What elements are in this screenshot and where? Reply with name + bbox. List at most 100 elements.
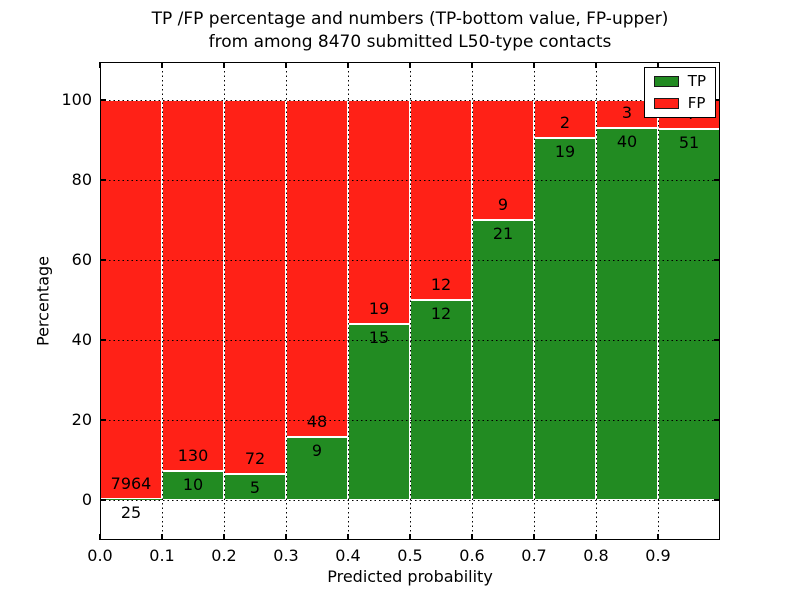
bar-fp-count-label: 2 — [559, 113, 571, 133]
gridline-vertical — [657, 62, 659, 540]
y-tick-mark — [100, 499, 106, 501]
gridline-vertical — [533, 62, 535, 540]
bar-fp-count-label: 7964 — [110, 473, 152, 493]
x-tick-mark — [99, 62, 101, 68]
bar-segment-tp — [596, 127, 658, 500]
y-tick-mark — [714, 259, 720, 261]
bar-segment-tp — [534, 138, 596, 500]
x-tick-mark — [657, 534, 659, 540]
x-tick-label: 0.9 — [645, 546, 671, 565]
bar-tp-count-label: 5 — [249, 478, 261, 498]
x-tick-mark — [285, 534, 287, 540]
x-tick-mark — [409, 62, 411, 68]
legend-swatch-tp-icon — [653, 76, 679, 87]
bar-tp-count-label: 19 — [554, 142, 576, 162]
x-tick-label: 0.5 — [397, 546, 423, 565]
x-tick-label: 0.7 — [521, 546, 547, 565]
x-tick-mark — [657, 62, 659, 68]
gridline-vertical — [285, 62, 287, 540]
bar-segment-fp — [534, 100, 596, 139]
bar-segment-tp — [472, 220, 534, 500]
bar-fp-count-label: 72 — [244, 449, 266, 469]
y-tick-mark — [714, 179, 720, 181]
x-tick-label: 0.4 — [335, 546, 361, 565]
x-tick-mark — [595, 534, 597, 540]
gridline-vertical — [471, 62, 473, 540]
x-tick-mark — [161, 534, 163, 540]
x-tick-mark — [595, 62, 597, 68]
y-tick-label: 40 — [71, 330, 92, 349]
x-tick-mark — [347, 534, 349, 540]
x-tick-label: 0.0 — [87, 546, 113, 565]
gridline-vertical — [409, 62, 411, 540]
x-tick-mark — [471, 62, 473, 68]
bar-fp-count-label: 19 — [368, 298, 390, 318]
y-tick-mark — [714, 419, 720, 421]
bar-fp-count-label: 48 — [306, 411, 328, 431]
chart-title-line2: from among 8470 submitted L50-type conta… — [208, 32, 612, 52]
x-tick-mark — [347, 62, 349, 68]
gridline-horizontal — [100, 339, 720, 341]
x-tick-label: 0.3 — [273, 546, 299, 565]
y-tick-label: 0 — [81, 490, 92, 509]
bar-segment-tp — [100, 498, 162, 500]
legend: TP FP — [643, 67, 716, 118]
bar-tp-count-label: 40 — [616, 131, 638, 151]
legend-label-fp: FP — [687, 94, 706, 112]
legend-entry-fp: FP — [653, 94, 706, 112]
x-tick-mark — [409, 534, 411, 540]
bar-fp-count-label: 3 — [621, 102, 633, 122]
bar-fp-count-label: 12 — [430, 275, 452, 294]
y-tick-mark — [714, 499, 720, 501]
bar-segment-tp — [410, 300, 472, 500]
x-tick-mark — [285, 62, 287, 68]
x-tick-mark — [471, 534, 473, 540]
legend-label-tp: TP — [687, 72, 706, 90]
x-tick-mark — [533, 62, 535, 68]
bar-fp-count-label: 9 — [497, 195, 509, 214]
y-tick-mark — [714, 339, 720, 341]
bar-tp-count-label: 51 — [678, 133, 700, 153]
x-tick-label: 0.1 — [149, 546, 175, 565]
bar-fp-count-label: 130 — [177, 446, 209, 466]
x-tick-mark — [161, 62, 163, 68]
chart-title-line1: TP /FP percentage and numbers (TP-bottom… — [151, 9, 669, 29]
bar-segment-fp — [224, 100, 286, 475]
bar-tp-count-label: 25 — [120, 502, 142, 522]
bar-segment-fp — [162, 100, 224, 472]
gridline-horizontal — [100, 179, 720, 181]
x-tick-mark — [223, 62, 225, 68]
y-tick-mark — [100, 259, 106, 261]
x-tick-label: 0.8 — [583, 546, 609, 565]
y-tick-mark — [714, 99, 720, 101]
gridline-horizontal — [100, 419, 720, 421]
y-tick-label: 100 — [61, 90, 92, 109]
x-tick-mark — [533, 534, 535, 540]
bar-segment-tp — [658, 129, 720, 500]
y-tick-mark — [100, 419, 106, 421]
bar-segment-tp — [348, 323, 410, 500]
bar-segment-fp — [100, 100, 162, 499]
y-tick-mark — [100, 99, 106, 101]
bar-segment-fp — [410, 100, 472, 300]
gridline-vertical — [161, 62, 163, 540]
bar-tp-count-label: 10 — [182, 475, 204, 495]
x-tick-mark — [99, 534, 101, 540]
plot-area: TP FP 7964 25 130 10 72 5 48 9 19 15 12 12 9 21 2 19 3 40… — [61, 62, 720, 565]
y-tick-label: 80 — [71, 170, 92, 189]
bar-segment-fp — [348, 100, 410, 324]
chart-title: TP /FP percentage and numbers (TP-bottom… — [100, 8, 720, 54]
gridline-horizontal — [100, 499, 720, 501]
gridline-horizontal — [100, 259, 720, 261]
legend-entry-tp: TP — [653, 72, 706, 90]
x-axis-label: Predicted probability — [327, 567, 493, 586]
gridline-vertical — [347, 62, 349, 540]
gridline-vertical — [595, 62, 597, 540]
bar-tp-count-label: 9 — [311, 440, 323, 460]
bar-tp-count-label: 21 — [492, 224, 514, 243]
y-tick-mark — [100, 339, 106, 341]
x-tick-label: 0.6 — [459, 546, 485, 565]
bar-tp-count-label: 12 — [430, 304, 452, 323]
bar-tp-count-label: 15 — [368, 327, 390, 347]
